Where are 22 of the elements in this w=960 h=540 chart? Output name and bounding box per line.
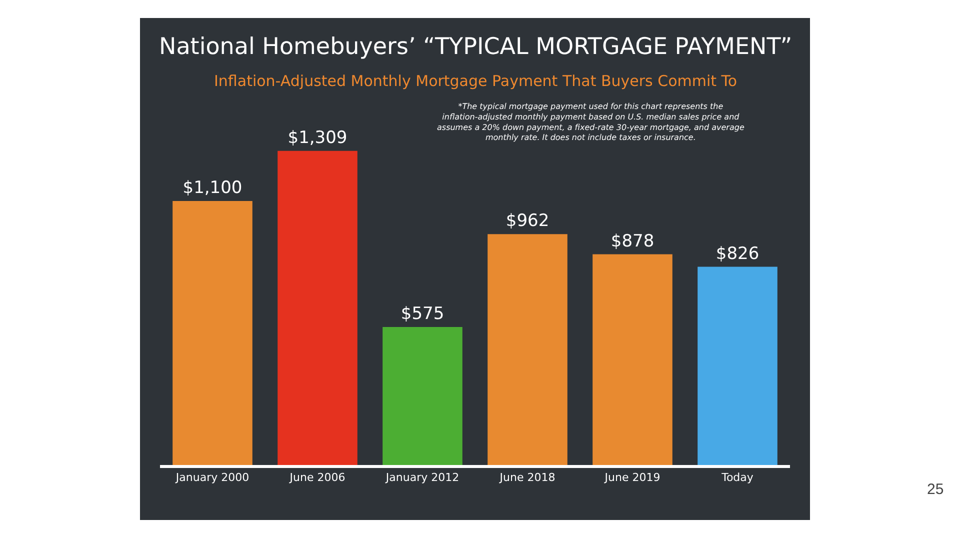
text: 25 bbox=[927, 481, 944, 498]
data-label: $1,100 bbox=[182, 178, 242, 198]
bar bbox=[488, 234, 568, 465]
bar bbox=[382, 327, 462, 465]
chart-title: National Homebuyers’ “TYPICAL MORTGAGE PAYMENT” bbox=[159, 34, 792, 60]
bar bbox=[278, 150, 358, 465]
bar bbox=[592, 254, 672, 465]
data-label: $1,309 bbox=[288, 128, 348, 148]
data-label: $962 bbox=[506, 211, 550, 232]
bar bbox=[172, 201, 252, 465]
x-tick-label: June 2006 bbox=[288, 471, 346, 484]
text: *The typical mortgage payment used for this chart represents the inflation-adjusted monthly payment based on U.S. median sales price and assumes a 20% down payment, a fixed-rate 30-year mortgage, and average monthly rate. It does not include taxes or insurance. bbox=[437, 102, 744, 142]
bar bbox=[698, 266, 778, 465]
data-label: $575 bbox=[400, 304, 444, 324]
x-tick-label: June 2018 bbox=[498, 471, 556, 484]
x-tick-label: January 2012 bbox=[384, 471, 460, 484]
chart-subtitle: Inflation-Adjusted Monthly Mortgage Payment That Buyers Commit To bbox=[214, 72, 738, 90]
x-tick-label: January 2000 bbox=[174, 471, 250, 484]
data-label: $878 bbox=[610, 231, 654, 252]
x-tick-label: June 2019 bbox=[604, 471, 660, 484]
x-tick-label: Today bbox=[720, 471, 754, 484]
data-label: $826 bbox=[716, 244, 760, 264]
